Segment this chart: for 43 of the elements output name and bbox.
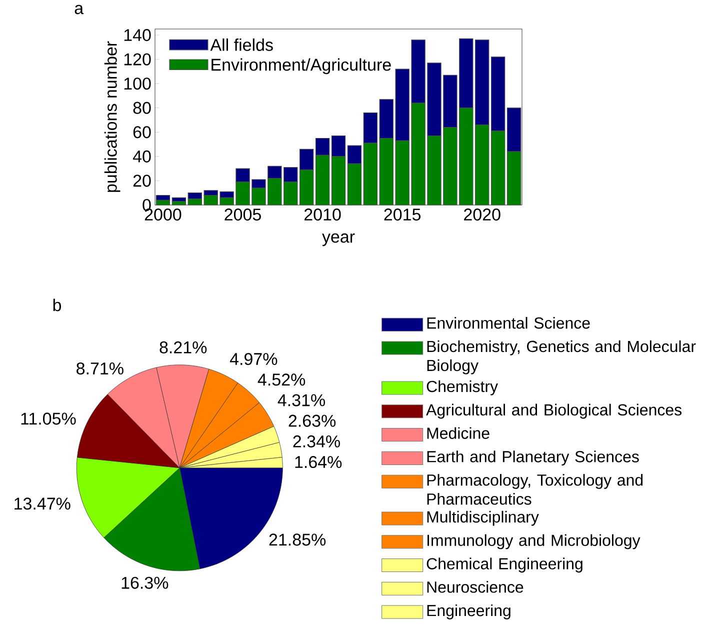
data-label: 1.64% xyxy=(295,456,342,468)
y-tick-label: 40 xyxy=(132,150,151,162)
legend-label: Multidisciplinary xyxy=(427,510,539,526)
legend-label: Environment/Agriculture xyxy=(212,58,391,74)
chart-title: a xyxy=(74,4,84,14)
y-tick-label: 140 xyxy=(124,29,151,42)
data-label: 2.34% xyxy=(293,435,340,448)
data-label: 13.47% xyxy=(14,498,70,510)
x-axis-title: year xyxy=(322,233,355,246)
legend-label: Immunology and Microbiology xyxy=(428,534,640,550)
data-label: 8.71% xyxy=(76,362,124,375)
y-tick-label: 100 xyxy=(124,78,151,90)
x-tick-label: 2010 xyxy=(304,208,341,221)
data-label: 21.85% xyxy=(269,534,326,546)
legend-label: Earth and Planetary Sciences xyxy=(427,450,639,466)
y-tick-label: 60 xyxy=(133,126,151,138)
data-label: 2.63% xyxy=(288,414,336,427)
y-tick-label: 80 xyxy=(133,102,151,114)
legend-label: Neuroscience xyxy=(427,581,524,593)
legend-label: Medicine xyxy=(427,427,490,439)
data-label: 16.3% xyxy=(122,576,168,589)
x-tick-label: 2005 xyxy=(224,208,261,221)
legend-label: Agricultural and Biological Sciences xyxy=(426,404,682,419)
y-tick-label: 120 xyxy=(124,53,151,66)
x-tick-label: 2000 xyxy=(144,208,182,221)
y-tick-label: 20 xyxy=(133,174,151,187)
legend-label: Biochemistry, Genetics and Molecular Biology xyxy=(427,340,696,374)
x-tick-label: 2020 xyxy=(464,208,500,221)
data-label: 4.97% xyxy=(230,353,278,366)
legend-label: Pharmacology, Toxicology and Pharmaceutics xyxy=(427,474,643,505)
data-label: 4.52% xyxy=(258,374,306,386)
x-tick-label: 2015 xyxy=(384,208,421,221)
legend-label: All fields xyxy=(210,38,273,51)
chart-title: b xyxy=(53,298,62,312)
data-label: 11.05% xyxy=(21,412,76,425)
legend-label: Environmental Science xyxy=(427,316,590,329)
legend-label: Chemistry xyxy=(426,380,498,396)
y-axis-title: publications number xyxy=(104,41,120,192)
data-label: 8.21% xyxy=(160,341,207,354)
legend-label: Engineering xyxy=(427,604,510,620)
data-label: 4.31% xyxy=(278,394,325,406)
bar xyxy=(172,201,186,206)
legend-label: Chemical Engineering xyxy=(426,558,582,573)
